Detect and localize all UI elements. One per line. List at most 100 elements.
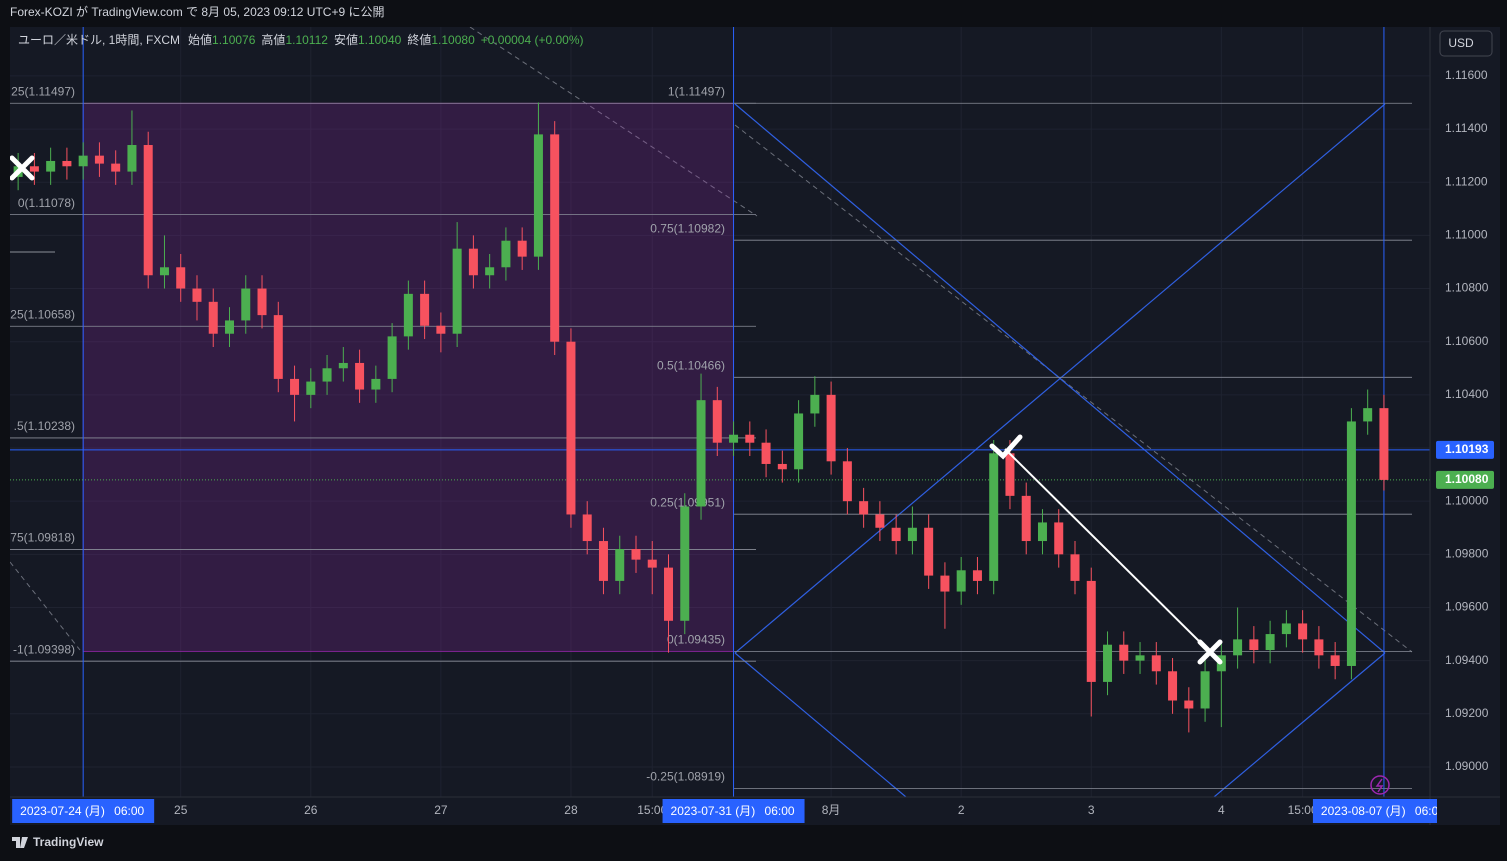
candle-body — [745, 434, 755, 443]
symbol: ユーロ／米ドル, 1時間, FXCM — [18, 33, 180, 47]
fib-label: 75(1.09818) — [10, 531, 75, 545]
candle-body — [371, 378, 381, 390]
y-tick-label: 1.09400 — [1445, 653, 1489, 667]
candle-body — [1314, 639, 1324, 656]
footer-brand: TradingView — [33, 835, 104, 849]
y-tick-label: 1.09800 — [1445, 547, 1489, 561]
y-tick-label: 1.11200 — [1445, 174, 1488, 188]
candle-body — [387, 336, 397, 379]
candle-body — [225, 320, 235, 334]
candle-body — [875, 514, 885, 528]
candle-body — [631, 549, 641, 560]
gann-line — [1213, 652, 1386, 797]
candle-body — [127, 145, 137, 172]
candle-body — [891, 527, 901, 542]
ohlc-label: 高値 — [261, 32, 285, 47]
candle-body — [582, 514, 592, 542]
candle-body — [1168, 671, 1178, 701]
candle-body — [468, 248, 478, 276]
candle-body — [241, 288, 251, 321]
gann-line — [734, 103, 1386, 654]
ohlc-value: 1.10076 — [212, 33, 256, 47]
date-markers: 2023-07-24 (月) 06:00 2023-07-31 (月) 06:00 20… — [12, 799, 1437, 823]
candle-body — [159, 267, 169, 276]
x-tick-label: 15:00 — [1288, 803, 1318, 817]
x-tick-label: 3 — [1088, 803, 1095, 817]
candle-body — [566, 341, 576, 515]
y-tick-label: 1.09600 — [1445, 600, 1489, 614]
candle-body — [810, 394, 820, 414]
price-tag-label: 1.10080 — [1445, 472, 1489, 486]
price-tag-label: 1.10193 — [1445, 442, 1489, 456]
candle-body — [826, 394, 836, 462]
candle-body — [907, 527, 917, 542]
candle-body — [1135, 655, 1145, 661]
candle-body — [78, 155, 88, 167]
candle-body — [1151, 655, 1161, 672]
replay-icon[interactable] — [1370, 775, 1390, 795]
fib-label: 25(1.10658) — [10, 307, 75, 321]
candle-body — [1070, 554, 1080, 581]
candle-body — [273, 315, 283, 379]
candle-body — [842, 461, 852, 502]
trend-line — [10, 561, 81, 651]
fib-label: 1(1.11497) — [668, 84, 725, 98]
range-box — [82, 102, 734, 652]
candle-body — [712, 400, 722, 443]
candle-body — [598, 541, 608, 581]
y-tick-label: 1.10000 — [1445, 493, 1489, 507]
fib-label: 0.5(1.10466) — [657, 358, 725, 372]
y-tick-label: 1.11600 — [1445, 68, 1488, 82]
candle-body — [338, 362, 348, 369]
candle-body — [761, 442, 771, 464]
candle-body — [615, 549, 625, 581]
candle-body — [794, 413, 804, 470]
cross-icon — [1197, 639, 1223, 665]
fib-label: -0.25(1.08919) — [646, 770, 725, 784]
fib-label: 0(1.09435) — [667, 633, 725, 647]
candle-body — [1249, 639, 1259, 651]
check-icon — [989, 434, 1023, 460]
candle-body — [403, 293, 413, 337]
y-tick-label: 1.11000 — [1445, 228, 1488, 242]
candle-body — [1233, 639, 1243, 656]
candle-body — [924, 527, 934, 576]
x-tick-label: 28 — [564, 803, 578, 817]
candle-body — [143, 145, 153, 276]
candle-body — [46, 160, 56, 172]
candle-body — [956, 570, 966, 592]
price-tag — [1436, 440, 1494, 459]
candle-body — [257, 288, 267, 316]
y-tick-label: 1.09000 — [1445, 759, 1489, 773]
currency-button[interactable] — [1439, 30, 1493, 57]
candle-body — [192, 288, 202, 302]
fib-label: .5(1.10238) — [14, 419, 75, 433]
candle-body — [729, 434, 739, 443]
y-tick-label: 1.10800 — [1445, 281, 1489, 295]
ohlc-value: 1.10040 — [358, 33, 402, 47]
candle-body — [647, 559, 657, 568]
y-tick-label: 1.11400 — [1445, 121, 1488, 135]
fib-label: -1(1.09398) — [13, 642, 75, 656]
candle-body — [1298, 623, 1308, 640]
candle-body — [1103, 644, 1113, 682]
x-tick-label: 8月 — [822, 803, 841, 817]
candle-body — [940, 575, 950, 592]
candle-body — [1086, 580, 1096, 682]
ohlc-value: 1.10112 — [285, 33, 328, 47]
y-tick-label: 1.10600 — [1445, 334, 1489, 348]
candle-body — [1037, 522, 1047, 542]
fib-label: 0.25(1.09951) — [650, 495, 725, 509]
candle-body — [94, 155, 104, 164]
candle-body — [485, 267, 495, 276]
x-tick-label: 4 — [1218, 803, 1225, 817]
candle-body — [1281, 623, 1291, 635]
candle-body — [517, 240, 527, 257]
candle-body — [989, 453, 999, 581]
chart-panel — [10, 27, 1500, 825]
candle-body — [176, 267, 186, 289]
trend-line — [469, 27, 758, 217]
price-tag — [1436, 470, 1494, 489]
date-tag-date: 2023-07-24 (月) — [20, 804, 105, 818]
